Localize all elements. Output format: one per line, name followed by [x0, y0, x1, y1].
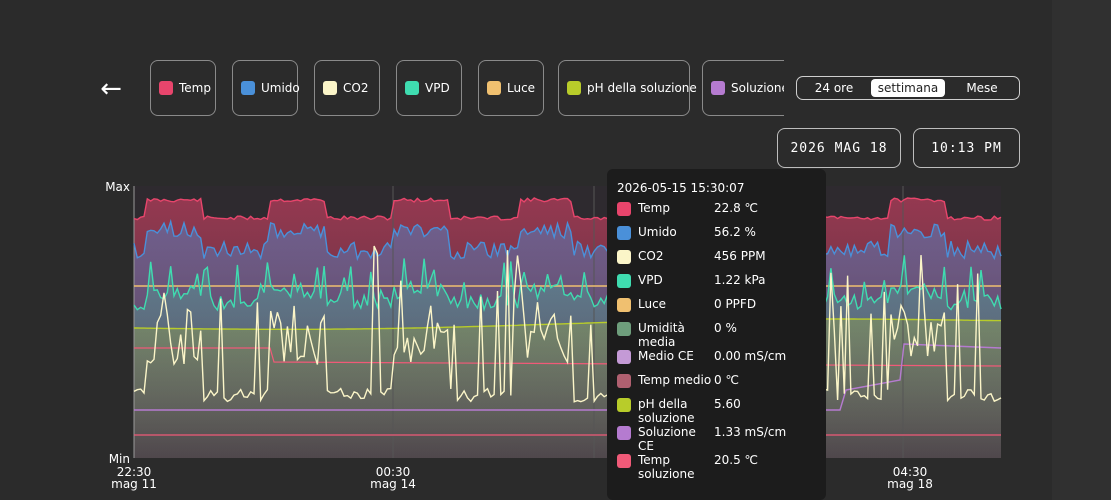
- tooltip-swatch: [617, 426, 631, 440]
- tooltip-swatch: [617, 454, 631, 468]
- tooltip-series-name: pH della soluzione: [638, 397, 695, 425]
- legend-label: Temp: [179, 81, 211, 95]
- app-screen: ← Temp Umido CO2 VPD Luce pH della soluzione S…: [0, 60, 1052, 500]
- series-line-vpd: [133, 249, 1002, 312]
- tooltip-series-name: VPD: [638, 273, 663, 287]
- legend-chip-soluzione-ce[interactable]: Soluzione CE: [702, 60, 784, 116]
- legend-label: VPD: [425, 81, 450, 95]
- tooltip-swatch: [617, 398, 631, 412]
- range-option-24-ore[interactable]: 24 ore: [814, 81, 854, 95]
- tooltip-row: Umido 56.2 %: [617, 225, 816, 249]
- tooltip-row: Temp medio 0 ℃: [617, 373, 816, 397]
- area-ph: [134, 318, 1001, 458]
- tooltip-swatch: [617, 226, 631, 240]
- tooltip-series-name: Umidità media: [638, 321, 685, 349]
- series-line-ph: [134, 318, 1001, 330]
- legend-chip-luce[interactable]: Luce: [478, 60, 544, 116]
- tooltip-series-name: Medio CE: [638, 349, 694, 363]
- tooltip-timestamp: 2026-05-15 15:30:07: [617, 181, 745, 195]
- legend-chip-vpd[interactable]: VPD: [396, 60, 462, 116]
- tooltip-series-value: 20.5 ℃: [714, 453, 759, 467]
- y-axis-min-label: Min: [109, 452, 130, 466]
- tooltip-row: pH della soluzione 5.60: [617, 397, 816, 425]
- legend-chip-temp[interactable]: Temp: [150, 60, 216, 116]
- legend-label: Umido: [261, 81, 300, 95]
- tooltip-row: VPD 1.22 kPa: [617, 273, 816, 297]
- legend-swatch: [405, 81, 419, 95]
- x-tick-label: 22:30: [117, 465, 152, 479]
- legend-label: Soluzione CE: [731, 81, 784, 95]
- range-option-mese[interactable]: Mese: [966, 81, 998, 95]
- time-button[interactable]: 10:13 PM: [913, 128, 1020, 168]
- legend-swatch: [323, 81, 337, 95]
- tooltip-series-name: Umido: [638, 225, 677, 239]
- x-tick-label: 00:30: [376, 465, 411, 479]
- tooltip-series-name: CO2: [638, 249, 664, 263]
- back-button[interactable]: ←: [96, 74, 126, 104]
- tooltip-series-value: 22.8 ℃: [714, 201, 759, 215]
- tooltip-series-value: 456 PPM: [714, 249, 766, 263]
- series-line-temp: [133, 197, 1002, 222]
- tooltip-series-name: Luce: [638, 297, 667, 311]
- tooltip-row: CO2 456 PPM: [617, 249, 816, 273]
- legend-chip-umido[interactable]: Umido: [232, 60, 300, 116]
- series-line-umido: [133, 218, 1002, 262]
- tooltip-row: Soluzione CE 1.33 mS/cm: [617, 425, 816, 453]
- tooltip-swatch: [617, 274, 631, 288]
- legend-strip[interactable]: Temp Umido CO2 VPD Luce pH della soluzione Sol…: [150, 60, 784, 118]
- legend-label: pH della soluzione: [587, 81, 697, 95]
- tooltip-row: Luce 0 PPFD: [617, 297, 816, 321]
- tooltip-row: Temp soluzione 20.5 ℃: [617, 453, 816, 481]
- legend-chip-co2[interactable]: CO2: [314, 60, 380, 116]
- x-tick-label: mag 18: [887, 477, 933, 491]
- range-selector: 24 ore settimana Mese: [796, 76, 1020, 100]
- tooltip-swatch: [617, 250, 631, 264]
- tooltip-series-value: 56.2 %: [714, 225, 756, 239]
- tooltip-row: Umidità media 0 %: [617, 321, 816, 349]
- tooltip-series-value: 0 ℃: [714, 373, 739, 387]
- legend-swatch: [241, 81, 255, 95]
- side-panel: [1052, 0, 1111, 500]
- legend-swatch: [711, 81, 725, 95]
- tooltip-series-value: 0 %: [714, 321, 737, 335]
- chart-tooltip: 2026-05-15 15:30:07 Temp 22.8 ℃ Umido 56.2 …: [607, 169, 826, 500]
- arrow-left-icon: ←: [100, 74, 122, 104]
- legend-label: CO2: [343, 81, 369, 95]
- tooltip-row: Temp 22.8 ℃: [617, 201, 816, 225]
- tooltip-swatch: [617, 350, 631, 364]
- tooltip-swatch: [617, 322, 631, 336]
- date-button[interactable]: 2026 MAG 18: [777, 128, 901, 168]
- tooltip-series-value: 1.33 mS/cm: [714, 425, 787, 439]
- y-axis-max-label: Max: [105, 180, 130, 194]
- tooltip-series-name: Temp medio: [638, 373, 712, 387]
- tooltip-series-value: 0.00 mS/cm: [714, 349, 787, 363]
- tooltip-series-value: 1.22 kPa: [714, 273, 766, 287]
- tooltip-row: Medio CE 0.00 mS/cm: [617, 349, 816, 373]
- series-line-co2: [133, 245, 1002, 404]
- tooltip-swatch: [617, 202, 631, 216]
- tooltip-swatch: [617, 298, 631, 312]
- legend-chip-ph-della-soluzione[interactable]: pH della soluzione: [558, 60, 697, 116]
- tooltip-series-name: Soluzione CE: [638, 425, 696, 453]
- legend-label: Luce: [507, 81, 536, 95]
- legend-swatch: [159, 81, 173, 95]
- tooltip-series-name: Temp soluzione: [638, 453, 695, 481]
- tooltip-series-value: 0 PPFD: [714, 297, 757, 311]
- tooltip-series-name: Temp: [638, 201, 670, 215]
- range-option-settimana[interactable]: settimana: [871, 79, 945, 97]
- x-tick-label: mag 14: [370, 477, 416, 491]
- tooltip-swatch: [617, 374, 631, 388]
- x-tick-label: mag 11: [111, 477, 157, 491]
- x-tick-label: 04:30: [893, 465, 928, 479]
- legend-swatch: [567, 81, 581, 95]
- legend-swatch: [487, 81, 501, 95]
- tooltip-series-value: 5.60: [714, 397, 741, 411]
